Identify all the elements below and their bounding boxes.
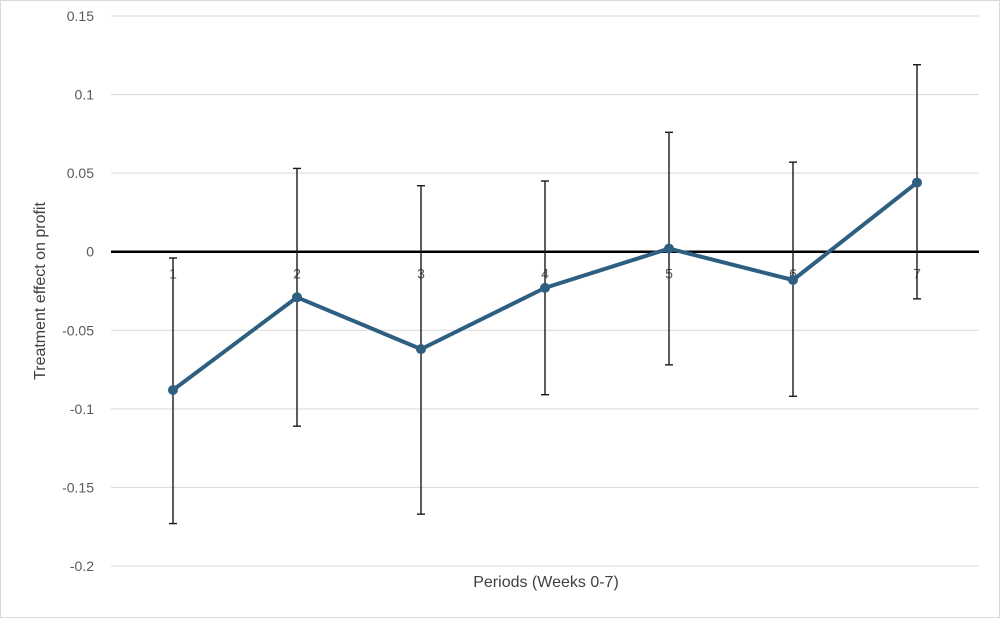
y-axis-label: Treatment effect on profit (32, 202, 49, 380)
y-tick-labels: 0.15 0.1 0.05 0 -0.05 -0.1 -0.15 -0.2 (62, 8, 94, 574)
data-point (168, 385, 178, 395)
data-point (416, 344, 426, 355)
y-tick-label: -0.1 (70, 401, 94, 417)
y-tick-label: 0.15 (67, 8, 94, 24)
x-axis-label: Periods (Weeks 0-7) (473, 574, 619, 591)
data-points (168, 177, 922, 395)
data-point (292, 292, 302, 303)
data-point (912, 177, 922, 188)
y-tick-label: -0.2 (70, 558, 94, 574)
y-tick-label: 0.1 (75, 87, 95, 103)
error-bars (169, 64, 921, 525)
y-tick-label: -0.05 (62, 322, 94, 338)
data-point (788, 275, 798, 285)
y-tick-label: -0.15 (62, 479, 94, 495)
data-point (664, 243, 674, 254)
data-point (540, 282, 550, 293)
y-tick-label: 0 (86, 244, 94, 260)
y-tick-label: 0.05 (67, 165, 94, 181)
